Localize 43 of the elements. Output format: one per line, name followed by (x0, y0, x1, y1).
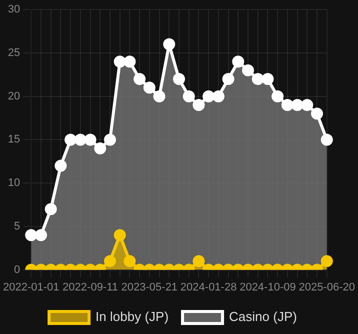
point (242, 64, 254, 76)
x-tick-label: 2022-01-01 (2, 281, 60, 294)
point (114, 56, 126, 68)
point (222, 72, 234, 85)
point (301, 99, 314, 112)
point (64, 134, 77, 146)
point (320, 134, 333, 146)
point (212, 90, 224, 102)
point (202, 90, 215, 102)
y-tick-label: 5 (14, 220, 20, 232)
point (84, 134, 96, 146)
point (262, 72, 274, 85)
point (153, 90, 166, 102)
point (173, 72, 185, 85)
legend-label: Casino (JP) (229, 309, 297, 324)
legend-label: In lobby (JP) (96, 309, 169, 324)
point (134, 72, 146, 85)
y-tick-label: 15 (8, 134, 20, 146)
y-tick-label: 30 (8, 4, 20, 16)
point (232, 56, 244, 68)
y-tick-label: 0 (14, 264, 20, 276)
point (104, 134, 116, 146)
x-tick-label: 2024-10-09 (240, 281, 296, 294)
point (143, 82, 156, 94)
point (192, 99, 205, 112)
x-tick-label: 2022-09-11 (62, 281, 118, 294)
point (124, 56, 136, 68)
point (94, 142, 106, 154)
point (54, 160, 67, 172)
point (291, 99, 304, 112)
point (281, 99, 294, 112)
point (182, 90, 195, 102)
x-tick-label: 2024-01-28 (180, 281, 237, 294)
point (252, 72, 264, 85)
point (163, 38, 176, 50)
x-tick-label: 2023-05-21 (121, 281, 178, 294)
point (74, 134, 86, 146)
point (272, 90, 284, 102)
y-tick-label: 20 (8, 90, 20, 102)
y-tick-label: 10 (8, 177, 20, 190)
y-tick-label: 25 (8, 47, 20, 59)
point (311, 108, 324, 120)
x-tick-label: 2025-06-20 (298, 281, 356, 294)
